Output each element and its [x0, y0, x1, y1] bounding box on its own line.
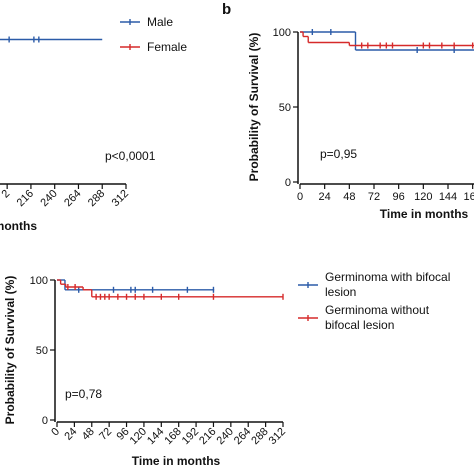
x-tick-label: 312	[267, 426, 288, 447]
x-tick-label: 0	[49, 426, 62, 439]
x-tick-label: 240	[38, 188, 59, 209]
x-tick-label: 168	[463, 191, 474, 203]
legend-label: Germinoma with bifocal lesion	[325, 270, 450, 299]
panel-label: b	[222, 1, 231, 18]
y-tick-label: 0	[42, 415, 48, 427]
p-value: p=0,95	[320, 147, 357, 161]
x-axis-label: Time in months	[0, 219, 37, 233]
x-tick-label: 96	[393, 191, 405, 203]
x-tick-label: 24	[62, 426, 79, 443]
legend-label: Male	[147, 15, 173, 29]
x-tick-label: 120	[414, 191, 432, 203]
x-tick-label: 264	[62, 188, 83, 209]
x-tick-label: 312	[110, 188, 131, 209]
legend-label: Germinoma without bifocal lesion	[325, 303, 430, 332]
x-axis-label: Time in months	[132, 454, 221, 468]
x-tick-label: 24	[319, 191, 331, 203]
y-tick-label: 50	[279, 102, 291, 114]
x-axis-label: Time in months	[380, 207, 469, 221]
x-tick-label: 216	[15, 188, 36, 209]
y-tick-label: 100	[273, 27, 291, 39]
panel: 0 24 48 72 96 120 144 168 0 50 100 Time in months Pr…	[222, 1, 474, 221]
y-tick-label: 0	[285, 177, 291, 189]
p-value: p=0,78	[65, 387, 102, 401]
y-axis-label: Probability of Survival (%)	[3, 276, 17, 425]
y-tick-label: 100	[30, 275, 48, 287]
x-tick-label: 48	[80, 426, 97, 443]
x-tick-label: 288	[86, 188, 107, 209]
p-value: p<0,0001	[105, 149, 156, 163]
x-tick-label: 0	[297, 191, 303, 203]
x-tick-label: 144	[439, 191, 457, 203]
x-tick-label: 72	[97, 426, 114, 443]
y-axis-label: Probability of Survival (%)	[247, 33, 261, 182]
legend-label: Female	[147, 40, 187, 54]
y-tick-label: 50	[36, 345, 48, 357]
x-tick-label: 2	[0, 188, 12, 201]
x-tick-label: 48	[343, 191, 355, 203]
panel: 0 24 48 72 961201441681922162402642883120501…	[3, 270, 450, 468]
x-tick-label: 72	[368, 191, 380, 203]
